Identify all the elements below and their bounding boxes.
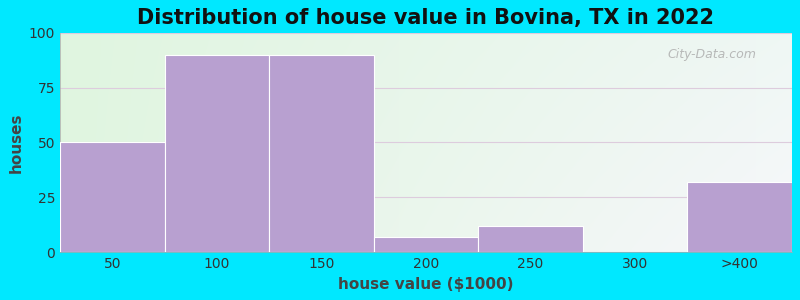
Title: Distribution of house value in Bovina, TX in 2022: Distribution of house value in Bovina, T…: [138, 8, 714, 28]
Bar: [60, 142, 165, 252]
Bar: [478, 226, 582, 252]
Y-axis label: houses: houses: [8, 112, 23, 173]
Bar: [374, 237, 478, 252]
Text: City-Data.com: City-Data.com: [667, 48, 756, 61]
Bar: [687, 182, 792, 252]
Bar: [165, 55, 269, 252]
X-axis label: house value ($1000): house value ($1000): [338, 277, 514, 292]
Bar: [269, 55, 374, 252]
